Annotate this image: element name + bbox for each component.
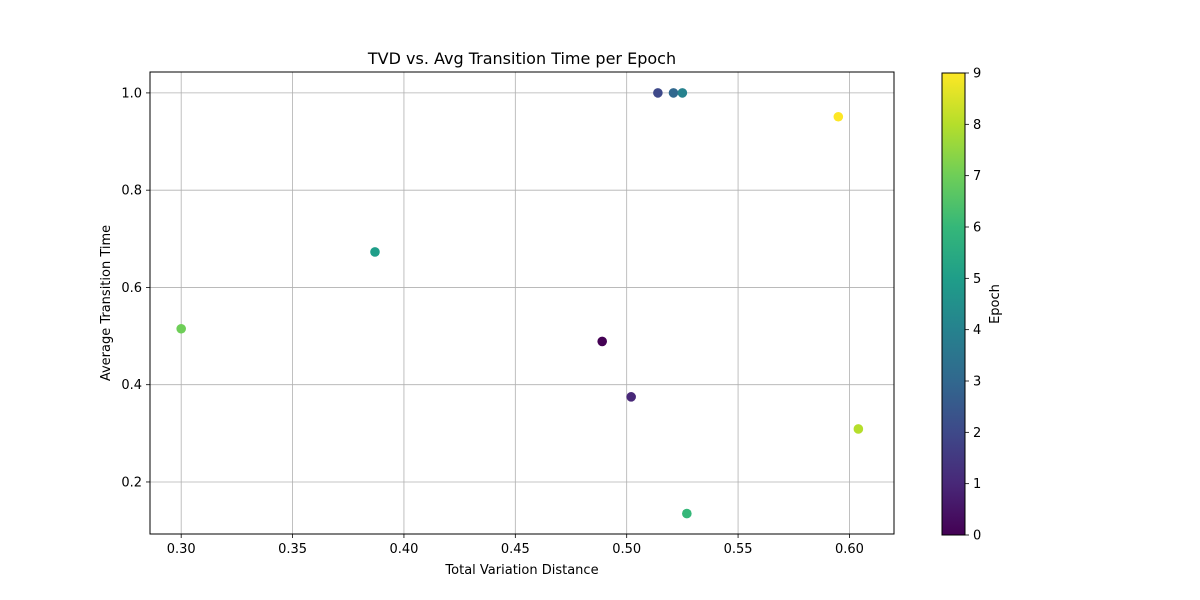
data-point bbox=[597, 336, 607, 347]
data-point bbox=[176, 323, 186, 334]
y-tick-label: 0.6 bbox=[121, 281, 142, 296]
y-tick-label: 0.2 bbox=[121, 475, 142, 490]
colorbar-tick-label: 0 bbox=[973, 529, 981, 544]
colorbar-label: Epoch bbox=[988, 284, 1003, 324]
colorbar-frame bbox=[941, 72, 966, 536]
chart-title: TVD vs. Avg Transition Time per Epoch bbox=[367, 49, 676, 68]
x-axis-label: Total Variation Distance bbox=[444, 563, 598, 578]
colorbar-gradient bbox=[942, 73, 965, 535]
data-point bbox=[653, 88, 663, 98]
colorbar-tick-label: 8 bbox=[973, 118, 981, 133]
y-axis-ticks: 0.2 0.4 0.6 0.8 1.0 bbox=[121, 86, 150, 490]
grid-lines bbox=[150, 72, 894, 534]
x-tick-label: 0.55 bbox=[724, 542, 753, 557]
data-point bbox=[668, 88, 679, 98]
data-points bbox=[176, 88, 864, 519]
colorbar-tick-label: 4 bbox=[973, 323, 981, 338]
colorbar-tick-label: 6 bbox=[973, 221, 981, 236]
colorbar-tick-label: 2 bbox=[973, 426, 981, 441]
colorbar-tick-label: 5 bbox=[973, 272, 981, 287]
y-tick-label: 0.4 bbox=[121, 378, 142, 393]
colorbar-tick-label: 9 bbox=[973, 67, 981, 82]
colorbar-tick-label: 7 bbox=[973, 169, 981, 184]
colorbar-tick-label: 3 bbox=[973, 375, 981, 390]
data-point bbox=[370, 247, 380, 257]
x-tick-label: 0.35 bbox=[278, 542, 307, 557]
x-axis-ticks: 0.30 0.35 0.40 0.45 0.50 0.55 0.60 bbox=[167, 534, 864, 557]
colorbar: 0 1 2 3 4 5 6 7 8 9 Epoch bbox=[941, 67, 1003, 544]
data-point bbox=[626, 392, 636, 402]
data-point bbox=[677, 88, 688, 98]
x-tick-label: 0.60 bbox=[835, 542, 864, 557]
data-point bbox=[853, 424, 864, 434]
x-tick-label: 0.40 bbox=[389, 542, 418, 557]
plot-area-frame bbox=[149, 71, 895, 535]
y-axis-label: Average Transition Time bbox=[99, 225, 114, 381]
y-tick-label: 0.8 bbox=[121, 184, 142, 199]
x-tick-label: 0.50 bbox=[612, 542, 641, 557]
x-tick-label: 0.45 bbox=[501, 542, 530, 557]
data-point bbox=[833, 111, 844, 122]
data-point bbox=[682, 508, 692, 519]
y-tick-label: 1.0 bbox=[121, 86, 142, 101]
colorbar-ticks: 0 1 2 3 4 5 6 7 8 9 bbox=[965, 67, 981, 544]
colorbar-tick-label: 1 bbox=[973, 477, 981, 492]
x-tick-label: 0.30 bbox=[167, 542, 196, 557]
